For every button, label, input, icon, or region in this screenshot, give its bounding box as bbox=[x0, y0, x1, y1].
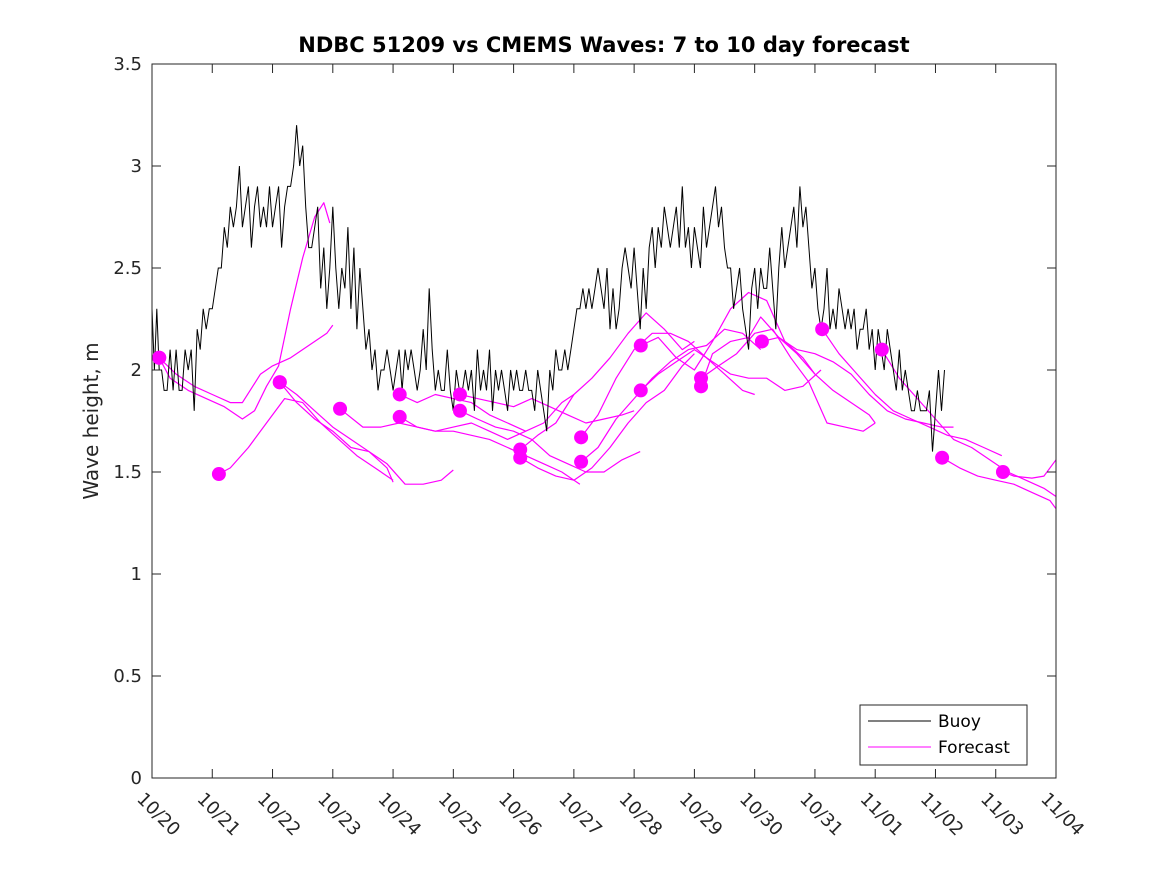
forecast-line bbox=[761, 336, 954, 428]
legend: Buoy Forecast bbox=[859, 704, 1028, 766]
forecast-start-markers bbox=[152, 322, 1010, 482]
forecast-start-marker bbox=[452, 403, 467, 418]
buoy-line bbox=[152, 125, 945, 452]
y-tick-label: 2 bbox=[131, 360, 142, 381]
forecast-start-marker bbox=[211, 467, 226, 482]
forecast-start-marker bbox=[574, 454, 589, 469]
y-axis-label: Wave height, m bbox=[79, 342, 103, 499]
legend-box bbox=[859, 704, 1028, 766]
forecast-start-marker bbox=[935, 450, 950, 465]
forecast-line bbox=[459, 410, 641, 473]
forecast-line bbox=[640, 291, 816, 375]
forecast-start-marker bbox=[815, 322, 830, 337]
y-axis: 0 0.5 1 1.5 2 2.5 3 3.5 bbox=[113, 54, 1056, 789]
forecast-start-marker bbox=[392, 409, 407, 424]
forecast-line bbox=[459, 393, 635, 424]
forecast-line bbox=[580, 328, 762, 463]
y-tick-label: 0 bbox=[131, 768, 142, 789]
forecast-line bbox=[158, 202, 331, 420]
buoy-series-group bbox=[152, 125, 945, 452]
y-tick-label: 1.5 bbox=[113, 462, 142, 483]
forecast-line bbox=[399, 416, 581, 485]
forecast-start-marker bbox=[392, 387, 407, 402]
forecast-line bbox=[519, 353, 695, 481]
forecast-start-marker bbox=[995, 465, 1010, 479]
plot-area-border bbox=[151, 63, 1057, 779]
forecast-line bbox=[881, 349, 1056, 497]
forecast-start-marker bbox=[452, 387, 467, 402]
legend-label-buoy: Buoy bbox=[938, 712, 981, 732]
forecast-line bbox=[399, 393, 575, 432]
forecast-start-marker bbox=[574, 430, 589, 445]
forecast-start-marker bbox=[513, 450, 528, 465]
forecast-line bbox=[580, 332, 755, 438]
forecast-start-marker bbox=[333, 401, 348, 416]
forecast-line bbox=[941, 457, 1056, 510]
forecast-start-marker bbox=[633, 383, 648, 398]
chart-title: NDBC 51209 vs CMEMS Waves: 7 to 10 day f… bbox=[298, 33, 909, 57]
forecast-line bbox=[279, 381, 394, 483]
forecast-start-marker bbox=[754, 334, 769, 349]
forecast-start-marker bbox=[152, 350, 167, 365]
y-tick-label: 0.5 bbox=[113, 666, 142, 687]
forecast-start-marker bbox=[694, 379, 709, 394]
forecast-start-marker bbox=[272, 375, 287, 390]
forecast-start-marker bbox=[633, 338, 648, 353]
legend-label-forecast: Forecast bbox=[938, 738, 1010, 758]
forecast-line bbox=[640, 349, 822, 391]
y-tick-label: 3.5 bbox=[113, 54, 142, 75]
forecast-line bbox=[218, 398, 394, 481]
forecast-line bbox=[158, 324, 334, 404]
forecast-line bbox=[700, 316, 876, 424]
forecast-line bbox=[821, 328, 1003, 457]
forecast-series-group bbox=[158, 202, 1056, 510]
forecast-start-marker bbox=[874, 342, 889, 357]
forecast-line bbox=[700, 328, 876, 432]
y-tick-label: 2.5 bbox=[113, 258, 142, 279]
forecast-line bbox=[519, 312, 695, 451]
forecast-line bbox=[1002, 459, 1056, 479]
y-tick-label: 3 bbox=[131, 156, 142, 177]
y-tick-label: 1 bbox=[131, 564, 142, 585]
